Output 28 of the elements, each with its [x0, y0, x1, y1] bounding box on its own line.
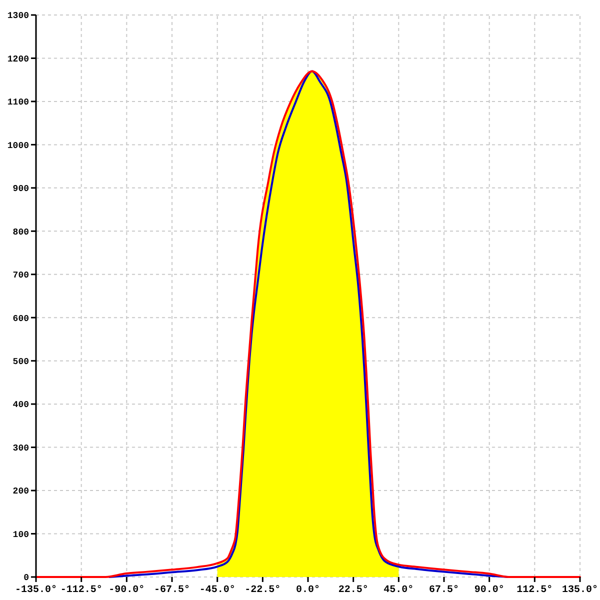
y-tick-label: 900 — [12, 184, 29, 194]
x-tick-label: -45.0° — [199, 585, 236, 596]
y-tick-label: 800 — [12, 227, 29, 238]
x-tick-label: -22.5° — [244, 585, 281, 596]
x-tick-label: 22.5° — [338, 585, 368, 596]
x-tick-label: -90.0° — [108, 585, 145, 596]
line-series — [108, 70, 508, 578]
y-tick-label: 700 — [12, 270, 29, 281]
x-tick-label: 90.0° — [474, 585, 504, 596]
y-tick-label: 600 — [12, 314, 29, 324]
y-tick-label: 200 — [12, 486, 29, 497]
y-tick-label: 400 — [12, 400, 29, 410]
x-tick-label: -67.5° — [154, 585, 190, 596]
y-tick-label: 1000 — [7, 140, 29, 151]
x-tick-label: -135.0° — [14, 585, 58, 596]
x-tick-label: 112.5° — [516, 585, 553, 596]
y-tick-label: 500 — [12, 356, 29, 367]
y-tick-label: 1100 — [7, 98, 29, 108]
y-tick-label: 1300 — [7, 11, 29, 22]
x-tick-label: -112.5° — [60, 585, 102, 596]
x-tick-label: 135.0° — [562, 585, 598, 596]
y-tick-label: 300 — [12, 443, 29, 454]
y-tick-label: 1200 — [7, 54, 29, 64]
x-tick-label: 45.0° — [384, 585, 414, 596]
y-tick-label: 0 — [24, 573, 29, 584]
x-tick-label: 0.0° — [296, 585, 320, 596]
x-tick-label: 67.5° — [428, 585, 460, 596]
y-tick-label: 100 — [12, 530, 29, 540]
